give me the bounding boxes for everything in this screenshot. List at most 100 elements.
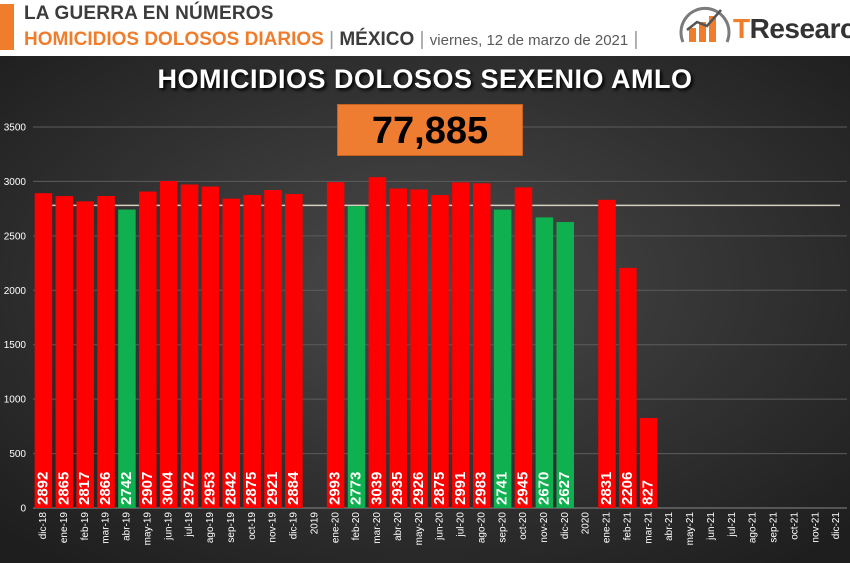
- x-tick-label: jun-21: [706, 512, 717, 541]
- bar-chart-logo-icon: [679, 6, 731, 43]
- bar: [619, 267, 637, 508]
- x-tick-label: dic-19: [289, 512, 300, 540]
- bar: [34, 193, 53, 508]
- data-label: 2842: [222, 472, 239, 505]
- bar: [222, 198, 241, 509]
- y-tick-label: 0: [20, 504, 26, 515]
- bar: [493, 209, 512, 509]
- data-label: 2817: [76, 472, 93, 505]
- y-tick-label: 1500: [4, 340, 27, 351]
- bar: [264, 190, 282, 508]
- x-tick-label: jun-20: [435, 512, 446, 541]
- bar: [139, 191, 157, 508]
- y-tick-label: 3000: [4, 177, 27, 188]
- bar: [598, 199, 616, 508]
- data-label: 2972: [181, 472, 198, 505]
- x-tick-label: abr-19: [122, 512, 133, 541]
- y-tick-label: 1000: [4, 395, 27, 406]
- data-label: 3004: [160, 471, 177, 505]
- x-tick-label: oct-20: [518, 512, 529, 540]
- x-tick-label: sep-19: [226, 512, 237, 543]
- data-label: 2935: [389, 472, 406, 505]
- data-label: 2991: [452, 472, 469, 505]
- x-tick-label: 2019: [309, 512, 320, 535]
- subtitle-topic: HOMICIDIOS DOLOSOS DIARIOS: [24, 29, 324, 50]
- total-count: 77,885: [337, 104, 523, 156]
- x-tick-label: feb-19: [80, 512, 91, 541]
- x-tick-label: mar-20: [372, 512, 383, 544]
- bar: [639, 417, 658, 508]
- bar: [97, 196, 115, 508]
- bar-chart: 0 500 1000 1500 2000 2500 3000 3500 2892 dic-18 28…: [0, 56, 850, 563]
- x-tick-label: ago-21: [748, 512, 759, 544]
- logo-research: Research: [749, 13, 850, 44]
- x-tick-label: dic-18: [38, 512, 49, 540]
- data-label: 2865: [55, 472, 72, 505]
- bar: [535, 217, 554, 508]
- data-label: 2741: [494, 472, 511, 505]
- y-tick-label: 2500: [4, 231, 27, 242]
- x-tick-label: abr-21: [664, 512, 675, 541]
- data-label: 2773: [347, 472, 364, 505]
- bar: [285, 194, 303, 508]
- logo-wordmark: TResearch: [733, 13, 850, 45]
- chart-area: 0 500 1000 1500 2000 2500 3000 3500 2892 dic-18 28…: [0, 56, 850, 563]
- separator: |: [323, 29, 340, 50]
- y-tick-label: 3500: [4, 123, 27, 134]
- bar: [201, 186, 220, 508]
- separator: |: [628, 29, 639, 50]
- bar: [76, 201, 94, 508]
- x-tick-label: jul-19: [184, 512, 195, 538]
- bar: [472, 183, 491, 508]
- data-label: 827: [640, 480, 657, 505]
- x-tick-label: ene-21: [602, 512, 613, 544]
- x-tick-label: 2020: [581, 512, 592, 535]
- data-label: 2884: [285, 471, 302, 505]
- logo-t: T: [733, 13, 750, 44]
- data-label: 2945: [514, 472, 531, 505]
- data-label: 2627: [556, 472, 573, 505]
- x-tick-label: jul-21: [727, 512, 738, 538]
- x-tick-label: dic-20: [560, 512, 571, 540]
- data-label: 2921: [264, 472, 281, 505]
- data-label: 2926: [410, 472, 427, 505]
- subtitle-country: MÉXICO: [339, 29, 415, 50]
- x-tick-label: sep-21: [769, 512, 780, 543]
- x-tick-label: ago-20: [476, 512, 487, 544]
- x-tick-label: oct-21: [789, 512, 800, 540]
- x-tick-label: dic-21: [831, 512, 842, 540]
- data-label: 2875: [243, 472, 260, 505]
- x-tick-label: sep-20: [497, 512, 508, 543]
- data-label: 2993: [327, 472, 344, 505]
- data-label: 2742: [118, 472, 135, 505]
- data-label: 2983: [473, 472, 490, 505]
- subtitle-date: viernes, 12 de marzo de 2021: [429, 32, 629, 49]
- chart-title: HOMICIDIOS DOLOSOS SEXENIO AMLO: [157, 64, 693, 94]
- x-tick-label: jul-20: [456, 512, 467, 538]
- accent-bar: [0, 4, 14, 50]
- bar: [55, 196, 74, 509]
- x-tick-label: may-20: [414, 512, 425, 546]
- data-label: 2206: [619, 472, 636, 505]
- x-tick-label: may-21: [685, 512, 696, 546]
- bar: [556, 222, 574, 508]
- bar: [243, 195, 261, 509]
- bar: [389, 188, 408, 509]
- x-tick-label: nov-20: [539, 512, 550, 543]
- x-tick-label: ago-19: [205, 512, 216, 544]
- x-tick-label: nov-19: [268, 512, 279, 543]
- data-label: 3039: [368, 472, 385, 505]
- x-tick-label: oct-19: [247, 512, 258, 540]
- header-title: LA GUERRA EN NÚMEROS: [24, 3, 274, 24]
- data-label: 2892: [34, 472, 51, 505]
- data-label: 2907: [139, 472, 156, 505]
- bar: [368, 177, 387, 508]
- bar: [431, 195, 449, 509]
- data-label: 2831: [598, 472, 615, 505]
- bar: [326, 182, 345, 508]
- x-tick-label: abr-20: [393, 512, 404, 541]
- bar: [452, 182, 470, 508]
- x-tick-label: jun-19: [163, 512, 174, 541]
- x-tick-label: may-19: [142, 512, 153, 546]
- data-label: 2875: [431, 472, 448, 505]
